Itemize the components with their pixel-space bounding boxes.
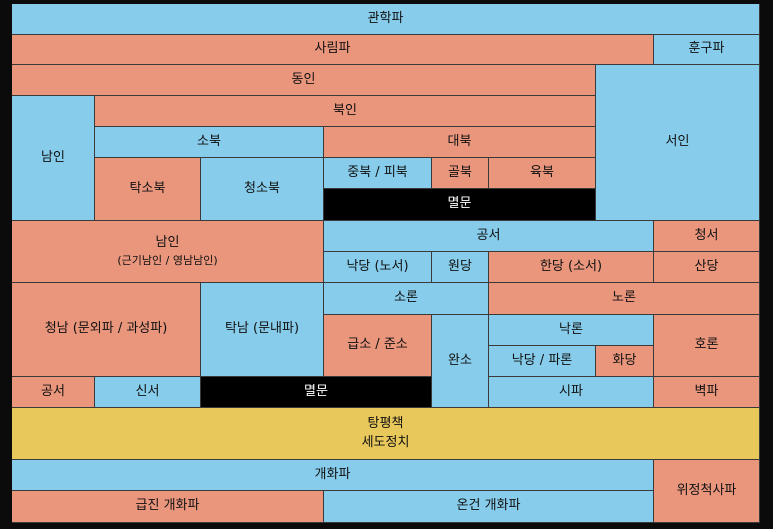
label: 북인 bbox=[333, 102, 357, 118]
cell-sobuk: 소북 bbox=[95, 127, 324, 158]
cell-hwadang: 화당 bbox=[596, 346, 654, 377]
label: 호론 bbox=[694, 337, 719, 353]
label: 소북 bbox=[197, 133, 221, 149]
cell-nakdang-paron: 낙당 / 파론 bbox=[489, 346, 596, 377]
cell-dongin: 동인 bbox=[12, 65, 596, 96]
cell-soron: 소론 bbox=[324, 283, 489, 315]
cell-handang-soseo: 한당 (소서) bbox=[489, 252, 654, 283]
cell-sinseo: 신서 bbox=[95, 377, 201, 408]
label: 소론 bbox=[394, 290, 418, 306]
label: 노론 bbox=[612, 290, 636, 306]
label: 급진 개화파 bbox=[135, 498, 200, 514]
label: 청서 bbox=[694, 227, 719, 243]
cell-myeolmun-bottom: 멸문 bbox=[201, 377, 432, 408]
label: 훈구파 bbox=[688, 41, 725, 57]
cell-ongeon: 온건 개화파 bbox=[324, 491, 654, 523]
cell-wanso: 완소 bbox=[432, 315, 489, 408]
cell-hungupa: 훈구파 bbox=[654, 35, 760, 65]
cell-wondang: 원당 bbox=[432, 252, 489, 283]
label: 남인 bbox=[41, 149, 65, 165]
cell-sandang: 산당 bbox=[654, 252, 760, 283]
label: 탁남 (문내파) bbox=[224, 321, 300, 337]
cell-gaehwapa: 개화파 bbox=[12, 460, 654, 491]
label: 청소북 bbox=[244, 180, 280, 196]
label: 멸문 bbox=[447, 196, 472, 212]
label: 육북 bbox=[530, 164, 554, 180]
label: 동인 bbox=[291, 71, 316, 87]
cell-takso-buk: 탁소북 bbox=[95, 158, 201, 221]
cell-geupjin: 급진 개화파 bbox=[12, 491, 324, 523]
label: 공서 bbox=[41, 383, 65, 399]
label: 위정척사파 bbox=[676, 482, 737, 498]
cell-sipa: 시파 bbox=[489, 377, 654, 408]
cell-geupso-junso: 급소 / 준소 bbox=[324, 315, 432, 377]
label: 중북 / 피북 bbox=[347, 164, 408, 180]
label: 멸문 bbox=[304, 383, 328, 399]
label: 벽파 bbox=[694, 383, 719, 399]
cell-yukbuk: 육북 bbox=[489, 158, 596, 189]
sublabel: (근기남인 / 영남남인) bbox=[117, 253, 218, 267]
cell-bugin: 북인 bbox=[95, 96, 596, 127]
label: 화당 bbox=[612, 352, 637, 368]
cell-namin-mid: 남인 (근기남인 / 영남남인) bbox=[12, 221, 324, 283]
label: 온건 개화파 bbox=[456, 498, 521, 514]
cell-jungbuk-pibuk: 중북 / 피북 bbox=[324, 158, 432, 189]
label: 공서 bbox=[476, 227, 501, 243]
label: 사림파 bbox=[314, 41, 351, 57]
label-line-1: 탕평책 bbox=[367, 415, 404, 431]
label: 낙론 bbox=[559, 321, 583, 337]
label-line-2: 세도정치 bbox=[361, 434, 410, 450]
cell-gongseo-top: 공서 bbox=[324, 221, 654, 252]
label: 원당 bbox=[448, 258, 472, 274]
label: 산당 bbox=[694, 258, 719, 274]
cell-byeokpa: 벽파 bbox=[654, 377, 760, 408]
cell-cheongso-buk: 청소북 bbox=[201, 158, 324, 221]
label: 낙당 (노서) bbox=[346, 258, 409, 274]
label: 골북 bbox=[448, 164, 472, 180]
cell-golbuk: 골북 bbox=[432, 158, 489, 189]
cell-tangnam: 탁남 (문내파) bbox=[201, 283, 324, 377]
cell-gongseo-bottom: 공서 bbox=[12, 377, 95, 408]
cell-daebuk: 대북 bbox=[324, 127, 596, 158]
cell-nangnon: 낙론 bbox=[489, 315, 654, 346]
label: 개화파 bbox=[314, 466, 351, 482]
cell-gwanhakpa: 관학파 bbox=[12, 4, 760, 35]
label: 낙당 / 파론 bbox=[511, 352, 573, 368]
cell-cheongnam: 청남 (문외파 / 과성파) bbox=[12, 283, 201, 377]
cell-nakdang-noseo: 낙당 (노서) bbox=[324, 252, 432, 283]
label: 남인 bbox=[155, 235, 180, 251]
label: 신서 bbox=[135, 383, 160, 399]
cell-sarimpa: 사림파 bbox=[12, 35, 654, 65]
label: 급소 / 준소 bbox=[347, 337, 408, 353]
cell-namin-left: 남인 bbox=[12, 96, 95, 221]
label: 완소 bbox=[448, 352, 472, 368]
label: 관학파 bbox=[367, 10, 404, 26]
cell-cheongseo: 청서 bbox=[654, 221, 760, 252]
cell-wijeong: 위정척사파 bbox=[654, 460, 760, 523]
cell-seoin: 서인 bbox=[596, 65, 760, 221]
cell-myeolmun-top: 멸문 bbox=[324, 189, 596, 221]
label: 대북 bbox=[447, 133, 472, 149]
cell-horon: 호론 bbox=[654, 315, 760, 377]
label: 청남 (문외파 / 과성파) bbox=[44, 321, 168, 337]
label: 탁소북 bbox=[129, 180, 166, 196]
label: 서인 bbox=[665, 134, 690, 150]
label: 한당 (소서) bbox=[539, 258, 603, 274]
cell-tangpyeong-sedo: 탕평책 세도정치 bbox=[12, 408, 760, 460]
label: 시파 bbox=[559, 383, 583, 399]
cell-noron: 노론 bbox=[489, 283, 760, 315]
